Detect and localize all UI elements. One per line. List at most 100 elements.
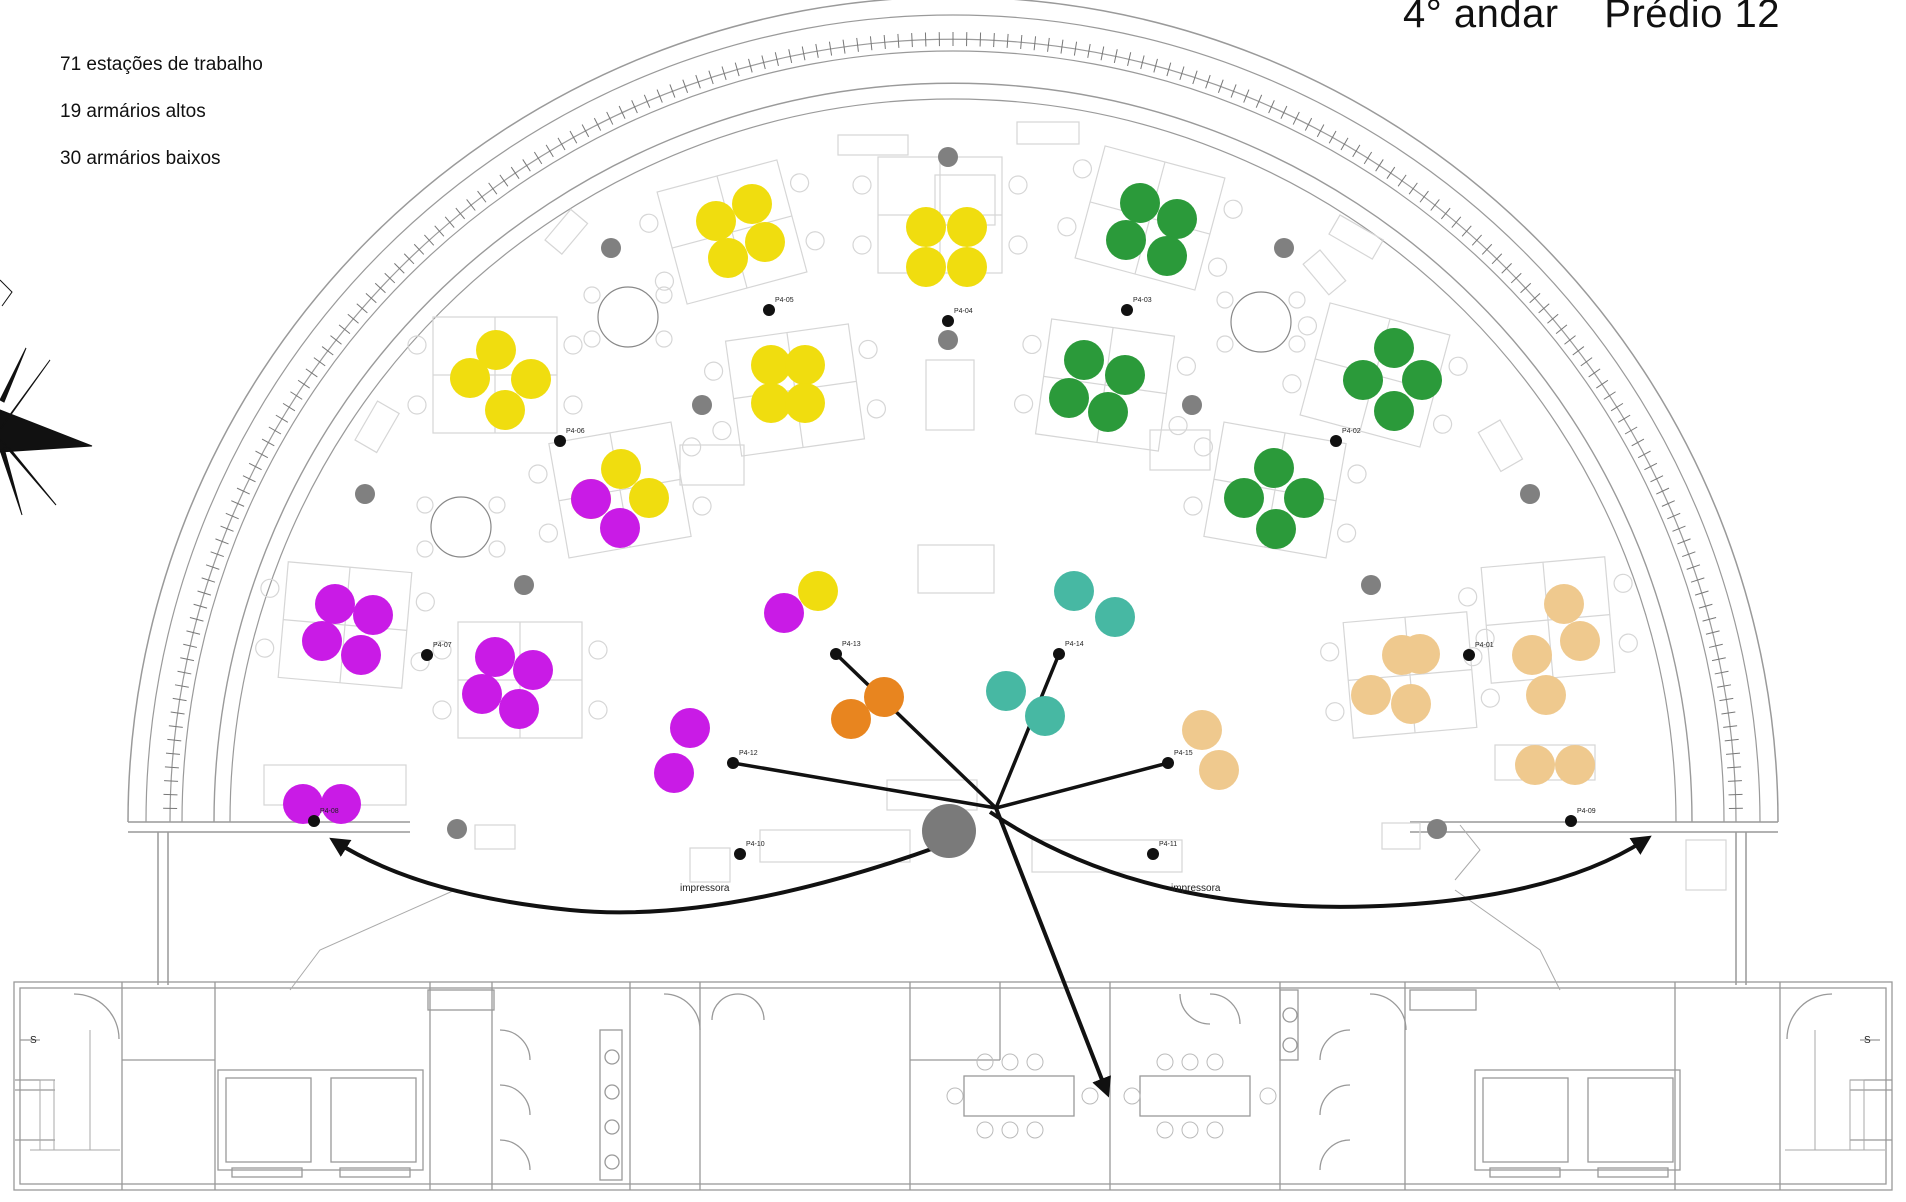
chair <box>432 700 452 720</box>
chair <box>805 231 825 251</box>
yellow-workstation-dot <box>629 478 669 518</box>
data-point: P4-15 <box>1162 750 1193 769</box>
workstation-dots <box>283 183 1600 824</box>
building-label: Prédio 12 <box>1604 0 1780 36</box>
chair <box>1057 217 1077 237</box>
magenta-workstation-dot <box>499 689 539 729</box>
column-icon <box>355 484 375 504</box>
chair <box>703 361 724 381</box>
storage-unit <box>474 824 516 850</box>
orange-workstation-dot <box>831 699 871 739</box>
peach-workstation-dot <box>1526 675 1566 715</box>
data-point-label: P4-11 <box>1159 841 1177 848</box>
mullion-tick <box>1113 49 1118 64</box>
mullion-tick <box>1661 500 1675 507</box>
storage-unit <box>925 359 975 431</box>
data-point-icon <box>727 757 739 769</box>
mullion-tick <box>1510 272 1522 284</box>
mullion-tick <box>374 282 386 294</box>
magenta-workstation-dot <box>315 584 355 624</box>
data-point-icon <box>308 815 320 827</box>
yellow-workstation-dot <box>485 390 525 430</box>
mullion-tick <box>1637 450 1651 459</box>
data-point: P4-12 <box>727 750 758 769</box>
chair <box>583 286 601 304</box>
stair-label-left: S <box>30 1035 37 1046</box>
mullion-tick <box>593 117 602 131</box>
mullion-tick <box>1340 137 1349 151</box>
mullion-tick <box>631 100 638 114</box>
chair <box>583 330 601 348</box>
connector-lines <box>732 652 1169 810</box>
teal-workstation-dot <box>1054 571 1094 611</box>
data-point-label: P4-15 <box>1174 750 1193 757</box>
mullion-tick <box>193 603 208 609</box>
column-icon <box>1274 238 1294 258</box>
mullion-tick <box>167 738 182 742</box>
peach-workstation-dot <box>1382 635 1422 675</box>
magenta-workstation-dot <box>283 784 323 824</box>
chair <box>1216 291 1234 309</box>
chair <box>1320 642 1340 662</box>
chair <box>1448 356 1468 376</box>
mullion-tick <box>1316 124 1325 138</box>
data-point: P4-03 <box>1121 297 1152 316</box>
yellow-workstation-dot <box>732 184 772 224</box>
mullion-tick <box>618 105 626 119</box>
mullion-tick <box>1328 130 1337 144</box>
chair <box>866 399 887 419</box>
mullion-tick <box>1682 551 1696 558</box>
chair <box>1193 437 1213 457</box>
peach-workstation-dot <box>1560 621 1600 661</box>
chair <box>488 496 506 514</box>
green-workstation-dot <box>1402 360 1442 400</box>
service-core <box>13 981 1893 1191</box>
mullion-tick <box>236 487 250 495</box>
data-point: P4-13 <box>830 641 861 660</box>
magenta-workstation-dot <box>654 753 694 793</box>
mullion-tick <box>1596 379 1609 389</box>
mullion-tick <box>842 39 846 54</box>
mullion-tick <box>1006 33 1009 48</box>
yellow-workstation-dot <box>947 207 987 247</box>
furniture-layer <box>255 121 1727 891</box>
chair <box>1168 415 1188 436</box>
column-icon <box>692 395 712 415</box>
mullion-tick <box>1520 282 1532 294</box>
mullion-tick <box>499 174 509 187</box>
mullion-tick <box>164 766 179 769</box>
chair <box>1297 316 1318 336</box>
mullion-tick <box>1087 43 1091 58</box>
peach-workstation-dot <box>1544 584 1584 624</box>
data-points: P4-01 P4-02 P4-03 P4-04 P4-05 P4-06 P4-07 P4-08… <box>308 297 1596 860</box>
mullion-tick <box>174 684 189 688</box>
mullion-tick <box>993 33 995 48</box>
chair <box>852 235 872 255</box>
chair <box>407 335 427 355</box>
mullion-tick <box>1397 174 1407 187</box>
circulation-lines <box>329 807 1652 1098</box>
data-point-label: P4-07 <box>433 642 452 649</box>
mullion-tick <box>1702 617 1717 622</box>
data-point: P4-02 <box>1330 428 1361 447</box>
mullion-tick <box>1555 324 1568 335</box>
data-point: P4-14 <box>1053 641 1084 660</box>
chair <box>1223 199 1243 219</box>
mullion-tick <box>1705 630 1720 635</box>
chair <box>712 420 732 441</box>
data-point: P4-01 <box>1463 642 1494 661</box>
green-workstation-dot <box>1254 448 1294 488</box>
mullion-tick <box>1723 725 1738 728</box>
mullion-tick <box>1440 207 1451 220</box>
data-point-icon <box>554 435 566 447</box>
storage-unit <box>837 134 909 156</box>
floor-label: 4° andar <box>1402 0 1559 36</box>
storage-unit <box>886 779 978 811</box>
mullion-tick <box>656 89 663 103</box>
yellow-workstation-dot <box>798 571 838 611</box>
green-workstation-dot <box>1049 378 1089 418</box>
data-point-icon <box>830 648 842 660</box>
mullion-tick <box>721 66 727 81</box>
mullion-tick <box>268 426 282 435</box>
data-point-icon <box>1053 648 1065 660</box>
